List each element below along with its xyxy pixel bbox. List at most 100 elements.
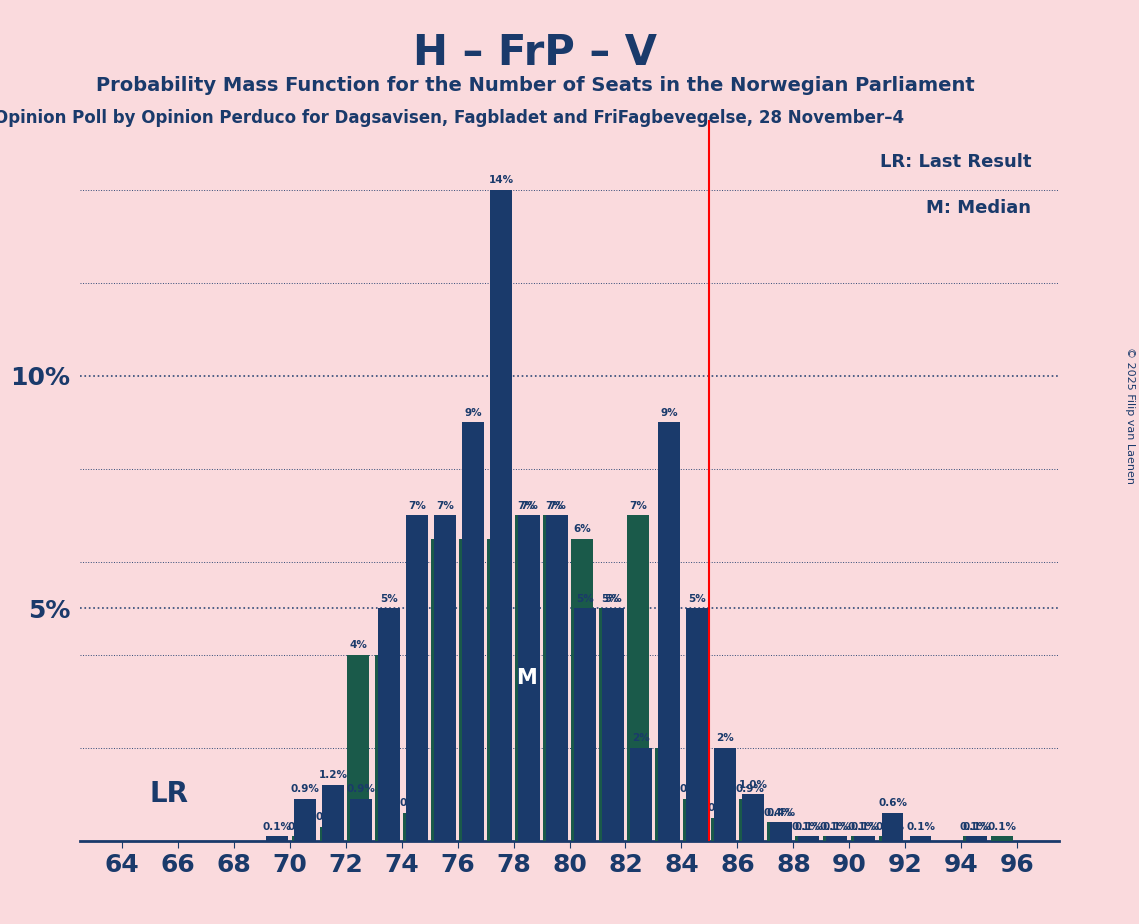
Bar <box>378 608 400 841</box>
Bar <box>739 799 761 841</box>
Text: 6%: 6% <box>573 524 591 534</box>
Bar <box>292 836 313 841</box>
Text: 1.0%: 1.0% <box>738 780 768 790</box>
Bar <box>572 539 592 841</box>
Text: 0.1%: 0.1% <box>962 821 991 832</box>
Bar <box>599 608 621 841</box>
Bar <box>743 795 763 841</box>
Bar <box>403 813 425 841</box>
Bar <box>854 836 876 841</box>
Text: 6%: 6% <box>433 524 451 534</box>
Text: © 2025 Filip van Laenen: © 2025 Filip van Laenen <box>1125 347 1134 484</box>
Text: 9%: 9% <box>464 407 482 418</box>
Bar <box>712 818 732 841</box>
Bar <box>826 836 847 841</box>
Text: 0.1%: 0.1% <box>792 821 820 832</box>
Bar <box>487 539 509 841</box>
Bar <box>603 608 623 841</box>
Text: 0.9%: 0.9% <box>736 784 764 795</box>
Bar <box>658 422 680 841</box>
Text: 0.1%: 0.1% <box>262 821 292 832</box>
Bar <box>798 836 819 841</box>
Bar <box>879 836 901 841</box>
Bar <box>574 608 596 841</box>
Text: 7%: 7% <box>408 501 426 511</box>
Bar <box>910 836 932 841</box>
Text: M: Median: M: Median <box>926 200 1031 217</box>
Bar <box>851 836 872 841</box>
Text: 5%: 5% <box>380 594 398 603</box>
Text: Probability Mass Function for the Number of Seats in the Norwegian Parliament: Probability Mass Function for the Number… <box>96 76 975 95</box>
Bar <box>518 516 540 841</box>
Text: 0.9%: 0.9% <box>290 784 319 795</box>
Bar <box>320 827 341 841</box>
Text: 0.1%: 0.1% <box>876 821 904 832</box>
Bar <box>294 799 316 841</box>
Text: 0.1%: 0.1% <box>288 821 317 832</box>
Bar <box>655 748 677 841</box>
Text: 0.1%: 0.1% <box>907 821 935 832</box>
Bar <box>347 655 369 841</box>
Bar <box>322 785 344 841</box>
Text: 0.6%: 0.6% <box>400 798 428 808</box>
Bar <box>543 516 565 841</box>
Bar <box>462 422 484 841</box>
Bar <box>351 799 371 841</box>
Text: 9%: 9% <box>659 407 678 418</box>
Bar <box>516 516 536 841</box>
Bar <box>683 799 705 841</box>
Text: 0.9%: 0.9% <box>680 784 708 795</box>
Text: 0.5%: 0.5% <box>707 803 737 813</box>
Text: 7%: 7% <box>461 524 480 534</box>
Text: 0.1%: 0.1% <box>988 821 1016 832</box>
Text: 5%: 5% <box>576 594 593 603</box>
Bar <box>434 516 456 841</box>
Bar <box>795 836 817 841</box>
Text: 0.1%: 0.1% <box>794 821 823 832</box>
Bar <box>376 655 396 841</box>
Text: 7%: 7% <box>548 501 566 511</box>
Bar <box>628 516 649 841</box>
Text: 0.4%: 0.4% <box>767 808 795 818</box>
Bar <box>714 748 736 841</box>
Text: 7%: 7% <box>517 501 535 511</box>
Text: 5%: 5% <box>601 594 618 603</box>
Text: 0.1%: 0.1% <box>822 821 851 832</box>
Text: 7%: 7% <box>629 501 647 511</box>
Bar <box>490 189 511 841</box>
Bar <box>882 813 903 841</box>
Text: 4%: 4% <box>350 640 367 650</box>
Bar <box>459 539 481 841</box>
Text: 6%: 6% <box>490 524 507 534</box>
Text: LR: LR <box>149 780 189 808</box>
Text: 0.1%: 0.1% <box>850 821 879 832</box>
Bar <box>823 836 845 841</box>
Text: 5%: 5% <box>604 594 622 603</box>
Text: 5%: 5% <box>688 594 706 603</box>
Text: Opinion Poll by Opinion Perduco for Dagsavisen, Fagbladet and FriFagbevegelse, 2: Opinion Poll by Opinion Perduco for Dags… <box>0 109 904 127</box>
Bar <box>547 516 567 841</box>
Text: 0.6%: 0.6% <box>878 798 908 808</box>
Text: 14%: 14% <box>489 176 514 185</box>
Text: 0.3%: 0.3% <box>316 812 345 822</box>
Bar <box>768 822 788 841</box>
Bar <box>407 516 427 841</box>
Text: 0.9%: 0.9% <box>346 784 376 795</box>
Text: M: M <box>516 668 536 688</box>
Text: H – FrP – V: H – FrP – V <box>413 32 657 74</box>
Bar <box>432 539 453 841</box>
Text: 1.2%: 1.2% <box>319 771 347 781</box>
Text: 0.4%: 0.4% <box>763 808 793 818</box>
Bar <box>991 836 1013 841</box>
Text: 2%: 2% <box>657 734 675 743</box>
Text: 4%: 4% <box>377 640 395 650</box>
Text: LR: Last Result: LR: Last Result <box>879 152 1031 171</box>
Bar <box>267 836 288 841</box>
Text: 7%: 7% <box>436 501 454 511</box>
Text: 7%: 7% <box>546 501 563 511</box>
Bar <box>686 608 707 841</box>
Bar <box>770 822 792 841</box>
Bar <box>964 836 984 841</box>
Text: 0.1%: 0.1% <box>959 821 989 832</box>
Text: 7%: 7% <box>521 501 538 511</box>
